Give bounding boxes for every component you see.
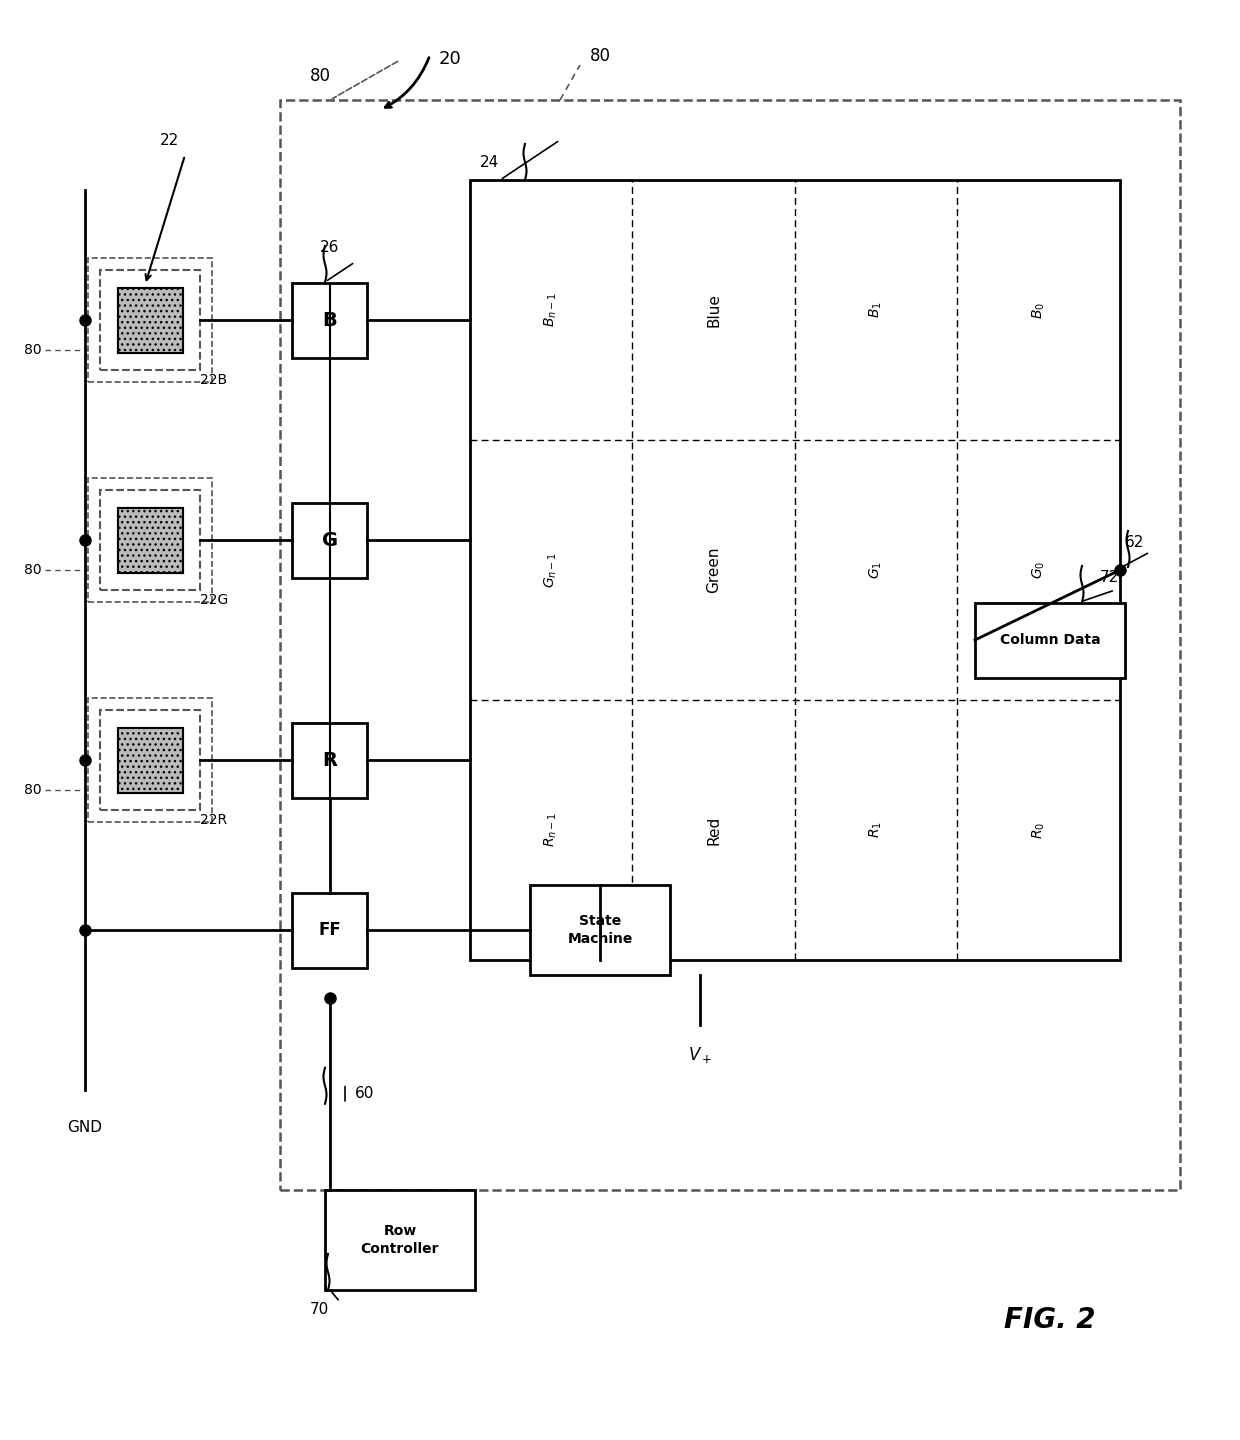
Text: 26: 26 — [320, 240, 340, 255]
Text: GND: GND — [67, 1120, 103, 1135]
Text: $R_1$: $R_1$ — [868, 822, 884, 838]
Text: $G_0$: $G_0$ — [1030, 560, 1047, 579]
Text: R: R — [322, 750, 337, 769]
FancyBboxPatch shape — [293, 893, 367, 968]
Text: 72: 72 — [1100, 570, 1120, 585]
Text: G: G — [322, 530, 339, 550]
Text: 62: 62 — [1125, 536, 1145, 550]
Text: 22R: 22R — [200, 814, 227, 827]
Text: 20: 20 — [439, 50, 461, 68]
FancyBboxPatch shape — [118, 507, 182, 573]
FancyBboxPatch shape — [118, 507, 182, 573]
Text: 80: 80 — [25, 563, 42, 577]
Text: $R_{n-1}$: $R_{n-1}$ — [543, 812, 559, 848]
Text: 80: 80 — [310, 68, 331, 85]
Text: B: B — [322, 311, 337, 330]
Text: Green: Green — [707, 547, 722, 593]
Text: 24: 24 — [480, 156, 500, 170]
Text: $B_0$: $B_0$ — [1030, 301, 1047, 318]
Text: Column Data: Column Data — [999, 634, 1100, 647]
FancyBboxPatch shape — [118, 727, 182, 792]
FancyBboxPatch shape — [118, 727, 182, 792]
Text: Row
Controller: Row Controller — [361, 1224, 439, 1256]
Text: $G_1$: $G_1$ — [868, 562, 884, 579]
FancyBboxPatch shape — [293, 282, 367, 357]
Text: 80: 80 — [589, 48, 610, 65]
FancyBboxPatch shape — [118, 288, 182, 353]
FancyBboxPatch shape — [529, 886, 670, 975]
Text: 22B: 22B — [200, 373, 227, 387]
Text: Red: Red — [707, 815, 722, 845]
FancyBboxPatch shape — [293, 723, 367, 798]
Text: 60: 60 — [355, 1086, 374, 1102]
Text: $V_+$: $V_+$ — [688, 1045, 712, 1066]
Text: 80: 80 — [25, 343, 42, 357]
Text: 80: 80 — [25, 783, 42, 796]
Text: 22G: 22G — [200, 593, 228, 608]
Text: $R_0$: $R_0$ — [1030, 821, 1047, 838]
Text: 22: 22 — [160, 132, 180, 147]
Text: FF: FF — [319, 922, 341, 939]
Text: $B_1$: $B_1$ — [868, 301, 884, 318]
FancyBboxPatch shape — [118, 288, 182, 353]
Text: $B_{n-1}$: $B_{n-1}$ — [543, 292, 559, 327]
FancyBboxPatch shape — [293, 503, 367, 577]
Text: Blue: Blue — [707, 294, 722, 327]
FancyBboxPatch shape — [325, 1189, 475, 1290]
FancyBboxPatch shape — [470, 180, 1120, 960]
Text: 70: 70 — [310, 1303, 330, 1318]
Text: $G_{n-1}$: $G_{n-1}$ — [543, 552, 559, 588]
Text: FIG. 2: FIG. 2 — [1004, 1306, 1096, 1333]
Text: State
Machine: State Machine — [568, 914, 632, 946]
FancyBboxPatch shape — [975, 602, 1125, 677]
